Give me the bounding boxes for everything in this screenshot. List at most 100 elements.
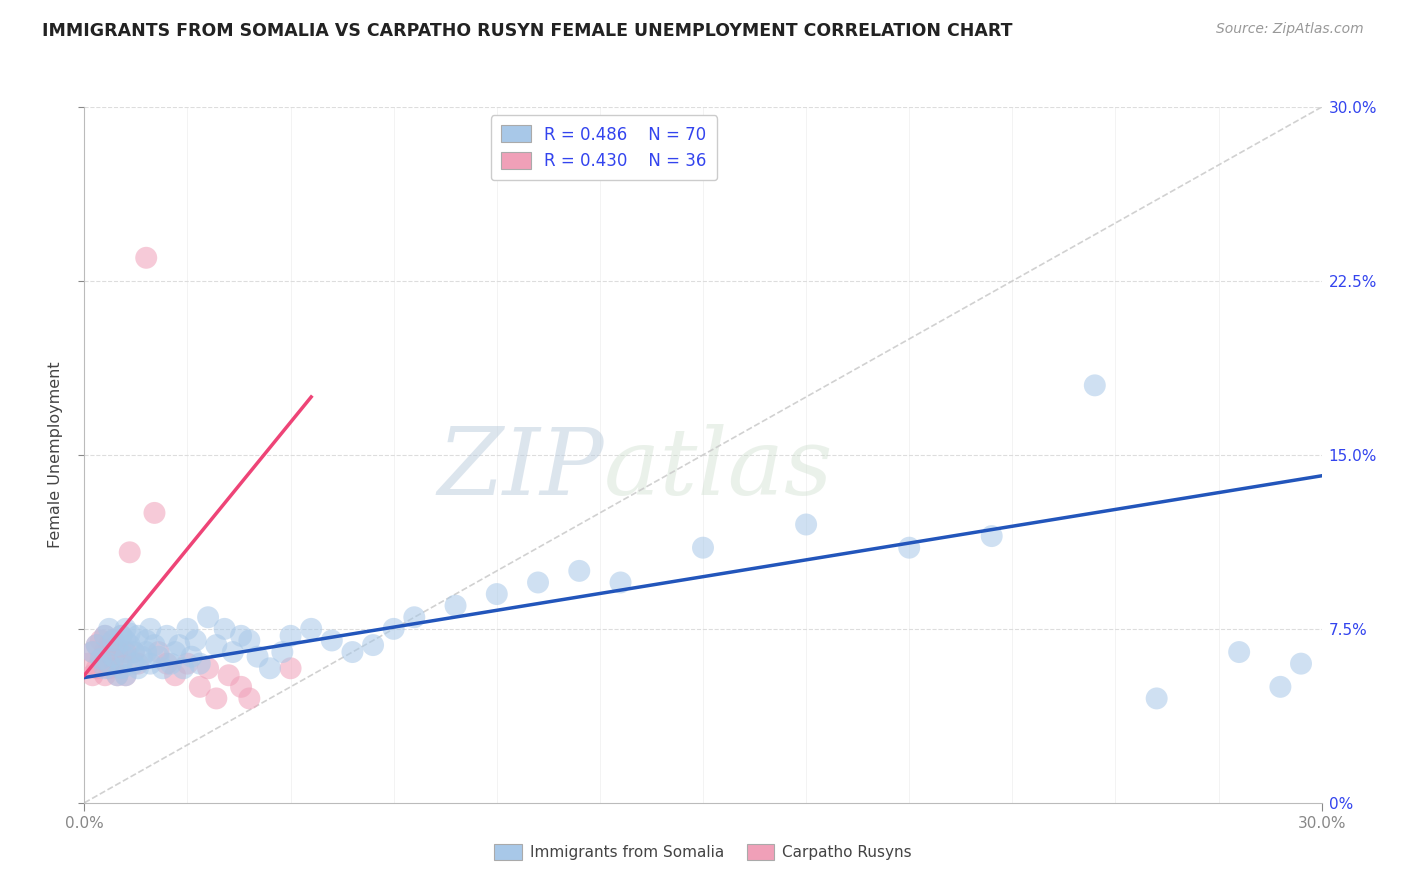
Point <box>143 506 166 520</box>
Point <box>103 652 125 666</box>
Point <box>82 668 104 682</box>
Point <box>794 517 817 532</box>
Point <box>229 680 252 694</box>
Point <box>180 649 202 664</box>
Point <box>165 668 187 682</box>
Point <box>86 638 108 652</box>
Point <box>1227 645 1250 659</box>
Point <box>299 622 322 636</box>
Point <box>1270 680 1292 694</box>
Point <box>86 661 108 675</box>
Point <box>259 661 281 675</box>
Point <box>568 564 591 578</box>
Point <box>342 645 364 659</box>
Point <box>86 638 108 652</box>
Point <box>90 652 112 666</box>
Point <box>143 638 166 652</box>
Point <box>98 661 121 675</box>
Point <box>118 638 141 652</box>
Point <box>114 668 136 682</box>
Point <box>127 629 149 643</box>
Point <box>156 629 179 643</box>
Point <box>172 661 194 675</box>
Point <box>127 661 149 675</box>
Point <box>205 691 228 706</box>
Point <box>692 541 714 555</box>
Point <box>184 633 207 648</box>
Point <box>205 638 228 652</box>
Text: IMMIGRANTS FROM SOMALIA VS CARPATHO RUSYN FEMALE UNEMPLOYMENT CORRELATION CHART: IMMIGRANTS FROM SOMALIA VS CARPATHO RUSY… <box>42 22 1012 40</box>
Point <box>165 645 187 659</box>
Point <box>898 541 921 555</box>
Point <box>148 645 170 659</box>
Point <box>527 575 550 590</box>
Point <box>90 633 112 648</box>
Y-axis label: Female Unemployment: Female Unemployment <box>48 361 63 549</box>
Point <box>127 657 149 671</box>
Point <box>94 668 117 682</box>
Point <box>98 622 121 636</box>
Point <box>271 645 294 659</box>
Point <box>444 599 467 613</box>
Point <box>156 657 179 671</box>
Point <box>152 661 174 675</box>
Point <box>131 649 153 664</box>
Point <box>167 638 190 652</box>
Point <box>980 529 1002 543</box>
Text: Source: ZipAtlas.com: Source: ZipAtlas.com <box>1216 22 1364 37</box>
Point <box>103 633 125 648</box>
Text: atlas: atlas <box>605 424 834 514</box>
Point <box>110 629 132 643</box>
Point <box>82 645 104 659</box>
Point <box>135 645 157 659</box>
Point <box>114 633 136 648</box>
Point <box>105 668 128 682</box>
Point <box>90 652 112 666</box>
Point <box>105 638 128 652</box>
Point <box>280 661 302 675</box>
Point <box>103 649 125 664</box>
Point <box>122 645 145 659</box>
Point <box>197 610 219 624</box>
Point <box>176 657 198 671</box>
Point <box>218 668 240 682</box>
Point <box>122 645 145 659</box>
Point <box>110 629 132 643</box>
Point <box>105 668 128 682</box>
Point <box>98 638 121 652</box>
Point <box>485 587 508 601</box>
Point <box>148 649 170 664</box>
Point <box>139 657 162 671</box>
Point <box>105 645 128 659</box>
Point <box>94 629 117 643</box>
Point <box>238 633 260 648</box>
Point <box>135 633 157 648</box>
Point <box>214 622 236 636</box>
Legend: Immigrants from Somalia, Carpatho Rusyns: Immigrants from Somalia, Carpatho Rusyns <box>488 838 918 866</box>
Point <box>160 657 183 671</box>
Point <box>114 668 136 682</box>
Point <box>77 657 100 671</box>
Point <box>94 661 117 675</box>
Point <box>222 645 245 659</box>
Point <box>103 633 125 648</box>
Point <box>118 626 141 640</box>
Point <box>114 622 136 636</box>
Point <box>94 629 117 643</box>
Point <box>114 645 136 659</box>
Point <box>122 657 145 671</box>
Point <box>188 657 211 671</box>
Point <box>246 649 269 664</box>
Point <box>176 622 198 636</box>
Point <box>1146 691 1168 706</box>
Point <box>98 657 121 671</box>
Point <box>382 622 405 636</box>
Point <box>118 545 141 559</box>
Point <box>1289 657 1312 671</box>
Text: ZIP: ZIP <box>437 424 605 514</box>
Point <box>82 645 104 659</box>
Point <box>197 661 219 675</box>
Point <box>188 680 211 694</box>
Point <box>609 575 631 590</box>
Point <box>110 661 132 675</box>
